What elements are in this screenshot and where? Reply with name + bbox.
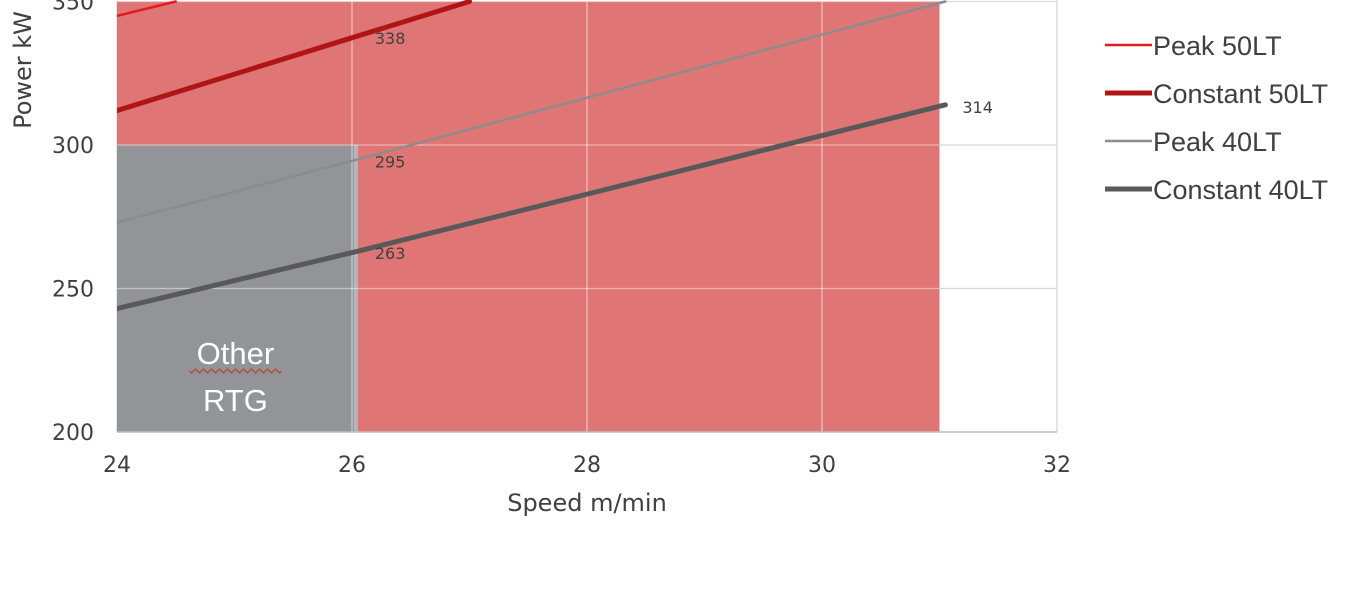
region-separator xyxy=(353,145,358,432)
gridlines-over-regions xyxy=(117,0,940,432)
x-tick-label: 30 xyxy=(808,453,836,478)
series-line xyxy=(117,0,177,18)
region-labels: Other RTG xyxy=(189,336,282,418)
x-tick-label: 32 xyxy=(1043,453,1071,478)
region-label-line: RTG xyxy=(203,383,268,418)
data-label: 295 xyxy=(375,152,406,171)
legend-entry-label: Peak 40LT xyxy=(1153,127,1282,157)
region-other-rtg xyxy=(117,145,358,432)
spellcheck-underline xyxy=(189,368,282,374)
y-axis-title: Power kW xyxy=(9,11,37,129)
y-tick-label: 200 xyxy=(52,421,94,446)
x-tick-label: 24 xyxy=(103,453,131,478)
data-label: 338 xyxy=(375,29,406,48)
data-label: 263 xyxy=(375,244,406,263)
series-line xyxy=(117,102,948,312)
axes: 200 250 300 350 24 26 28 30 32 xyxy=(52,0,1071,478)
legend-entry-label: Constant 40LT xyxy=(1153,175,1328,205)
series-lines xyxy=(117,0,948,312)
y-tick-label: 300 xyxy=(52,134,94,159)
region-label-line: Other xyxy=(197,336,275,371)
x-tick-label: 28 xyxy=(573,453,601,478)
series-line xyxy=(117,0,947,224)
y-tick-label: 250 xyxy=(52,278,94,303)
shaded-regions xyxy=(117,1,940,432)
series-line xyxy=(117,0,472,114)
data-labels: 338 295 263 314 xyxy=(375,29,993,263)
x-tick-label: 26 xyxy=(338,453,366,478)
data-label: 314 xyxy=(962,98,993,117)
legend: Peak 50LT Constant 50LT Peak 40LT Constant … xyxy=(1105,31,1328,205)
x-axis-title: Speed m/min xyxy=(507,489,667,517)
legend-entry-label: Peak 50LT xyxy=(1153,31,1282,61)
legend-entry-label: Constant 50LT xyxy=(1153,79,1328,109)
y-tick-label: 350 xyxy=(52,0,94,16)
